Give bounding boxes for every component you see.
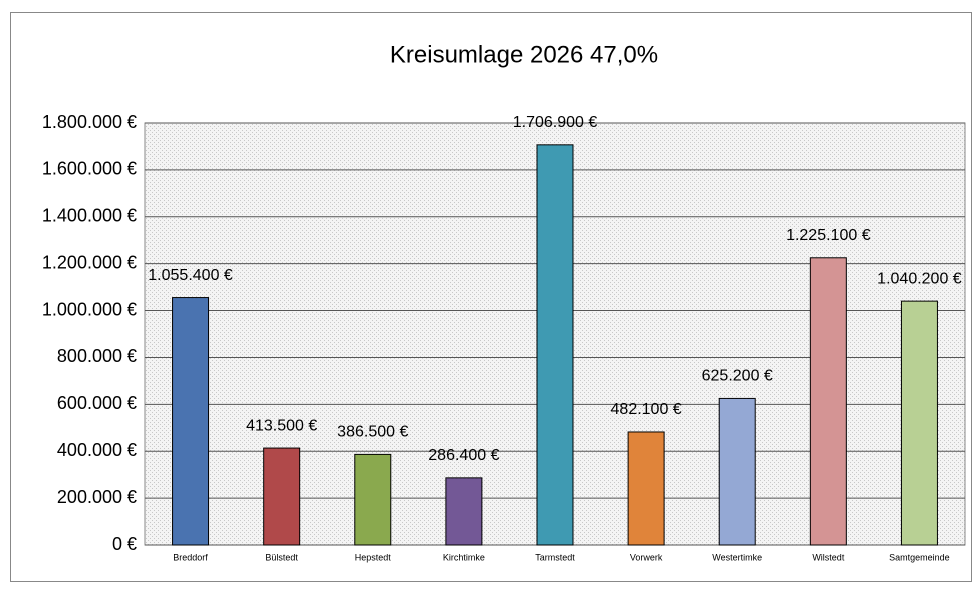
y-tick-label: 600.000 €	[57, 393, 137, 413]
y-tick-label: 200.000 €	[57, 487, 137, 507]
x-tick-label: Wilstedt	[812, 552, 845, 562]
x-tick-label: Westertimke	[712, 552, 762, 562]
y-tick-label: 1.600.000 €	[42, 159, 137, 179]
bar	[445, 477, 483, 546]
y-tick-label: 1.200.000 €	[42, 252, 137, 272]
value-label: 286.400 €	[428, 447, 499, 464]
y-tick-label: 1.800.000 €	[42, 112, 137, 132]
value-label: 1.055.400 €	[148, 267, 233, 284]
value-label: 625.200 €	[702, 368, 773, 385]
bar	[627, 431, 665, 546]
x-tick-label: Breddorf	[173, 552, 208, 562]
bar	[900, 300, 938, 546]
value-label: 386.500 €	[337, 424, 408, 441]
value-label: 1.706.900 €	[513, 114, 598, 131]
x-tick-label: Hepstedt	[355, 552, 392, 562]
x-tick-label: Kirchtimke	[443, 552, 485, 562]
chart-title: Kreisumlage 2026 47,0%	[390, 41, 658, 68]
y-tick-label: 800.000 €	[57, 346, 137, 366]
value-label: 1.225.100 €	[786, 227, 871, 244]
x-tick-label: Bülstedt	[265, 552, 298, 562]
value-label: 482.100 €	[611, 401, 682, 418]
x-tick-label: Samtgemeinde	[889, 552, 950, 562]
x-tick-label: Tarmstedt	[535, 552, 575, 562]
y-tick-label: 1.000.000 €	[42, 299, 137, 319]
x-tick-label: Vorwerk	[630, 552, 663, 562]
value-label: 413.500 €	[246, 417, 317, 434]
bar	[172, 297, 210, 546]
value-label: 1.040.200 €	[877, 270, 962, 287]
bar	[718, 397, 756, 546]
bar	[809, 257, 847, 546]
bar	[536, 144, 574, 546]
y-tick-label: 400.000 €	[57, 440, 137, 460]
y-tick-label: 1.400.000 €	[42, 206, 137, 226]
bar	[354, 453, 392, 546]
bar	[263, 447, 301, 546]
y-tick-label: 0 €	[112, 534, 137, 554]
